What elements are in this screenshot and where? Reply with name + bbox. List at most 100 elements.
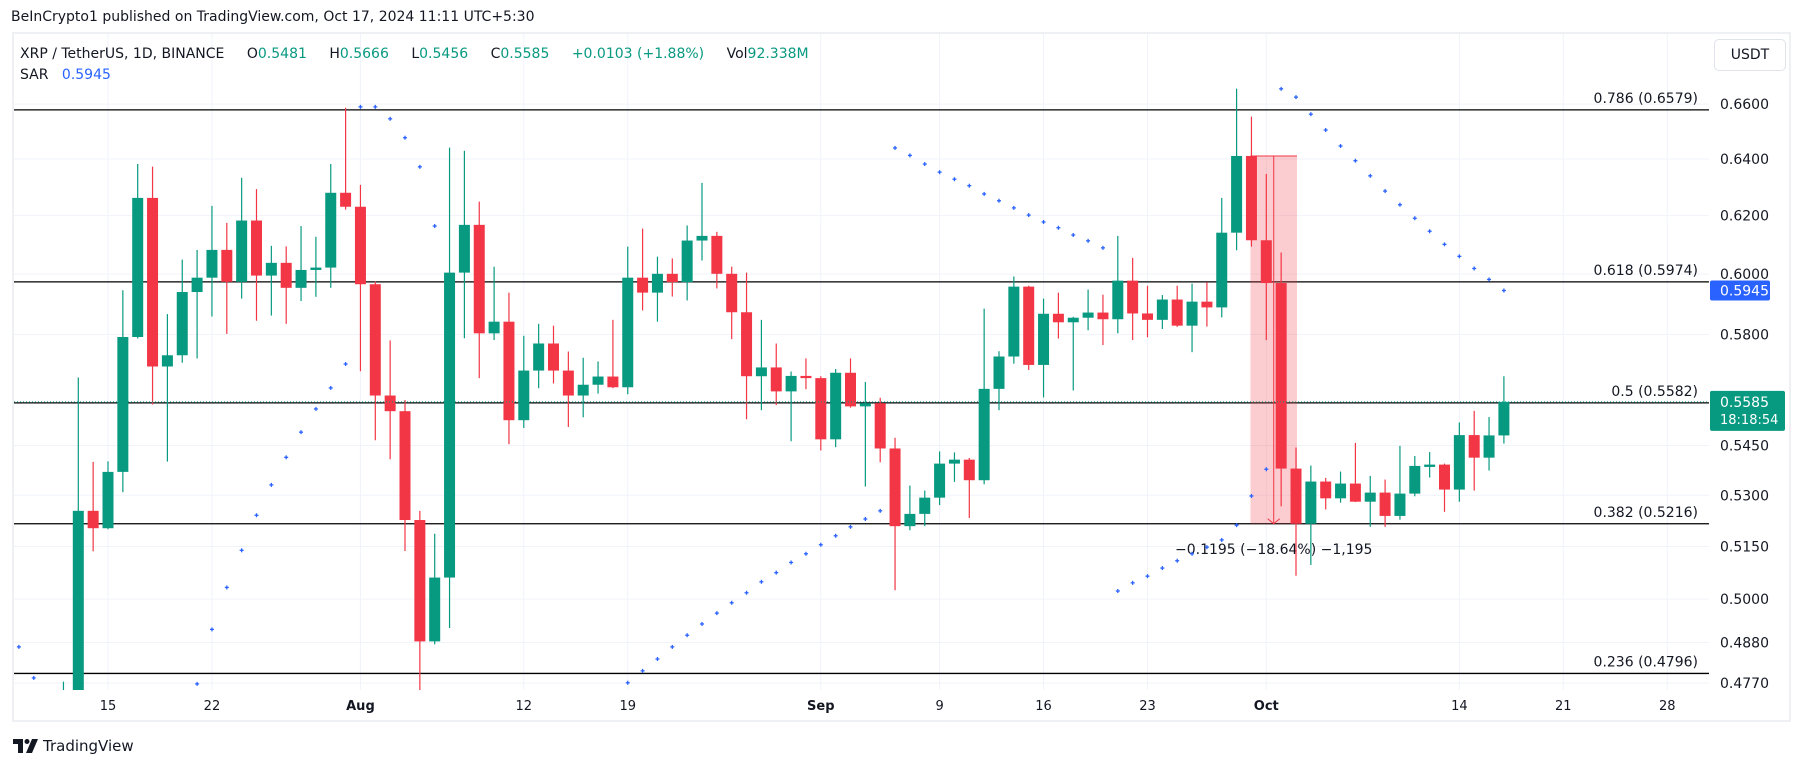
candle <box>1498 376 1510 444</box>
sar-point <box>833 533 838 538</box>
candle <box>934 451 946 506</box>
candle-body <box>815 378 827 440</box>
candle <box>147 166 159 405</box>
candle <box>1008 276 1020 364</box>
price-axis[interactable]: 0.6600 0.6400 0.6200 0.6000 0.5800 0.5450 0.53… <box>1720 97 1769 692</box>
candle-body <box>1156 299 1168 320</box>
candle-body <box>518 370 530 421</box>
tradingview-wordmark: TradingView <box>43 737 134 755</box>
sar-label[interactable]: SAR <box>20 67 49 83</box>
candle <box>117 290 129 493</box>
sar-point <box>640 668 645 673</box>
sar-point <box>195 681 200 686</box>
open-value: 0.5481 <box>257 46 307 62</box>
candle <box>1127 257 1139 341</box>
candle-body <box>1498 401 1510 436</box>
open-label: O <box>246 46 258 62</box>
low-label: L <box>411 46 420 62</box>
candle-body <box>904 513 916 527</box>
candle <box>1379 479 1391 527</box>
candle-body <box>681 240 693 283</box>
time-tick-label: 16 <box>1035 699 1052 714</box>
sar-point <box>922 162 927 167</box>
candle-body <box>429 577 441 642</box>
sar-point <box>1383 189 1388 194</box>
sar-point <box>1130 580 1135 585</box>
candle <box>785 371 797 442</box>
candle-body <box>1453 435 1465 490</box>
candle <box>577 357 589 418</box>
chart-legend: XRP / TetherUS, 1D, BINANCE O0.5481 H 0.5… <box>20 44 809 86</box>
tradingview-branding[interactable]: TradingView <box>13 737 134 755</box>
candle <box>384 340 396 460</box>
price-range-measure[interactable]: −0.1195 (−18.64%) −1,195 <box>1175 155 1372 558</box>
sar-point <box>700 621 704 626</box>
candle <box>1349 442 1361 503</box>
candle-body <box>1171 299 1183 326</box>
candle-body <box>637 277 649 293</box>
last-price-tag <box>1710 390 1785 431</box>
symbol-title[interactable]: XRP / TetherUS, 1D, BINANCE <box>20 46 225 62</box>
candle-body <box>874 403 886 449</box>
candle <box>399 399 411 551</box>
sar-point <box>1472 266 1477 271</box>
candle <box>1186 283 1198 353</box>
time-tick-label: 14 <box>1451 699 1468 714</box>
currency-button[interactable]: USDT <box>1714 39 1786 71</box>
candle <box>503 292 515 445</box>
sar-point <box>1442 242 1447 247</box>
candle <box>72 377 84 690</box>
candle-body <box>1067 317 1079 323</box>
candle <box>1394 445 1406 520</box>
candle-body <box>978 388 990 481</box>
time-tick-label: 28 <box>1659 699 1676 714</box>
sar-point <box>1204 545 1209 550</box>
low-value: 0.5456 <box>419 46 469 62</box>
candle-body <box>1097 312 1109 320</box>
candle-body <box>221 249 233 282</box>
sar-point <box>343 361 348 366</box>
fib-level-label: 0.618 (0.5974) <box>1594 263 1698 279</box>
candle-body <box>369 284 381 396</box>
candle <box>963 458 975 518</box>
fib-retracement[interactable]: 0.786 (0.6579) 0.618 (0.5974) 0.5 (0.5582)… <box>14 91 1709 675</box>
candle <box>518 335 530 428</box>
last-price-tag-label: 0.5585 <box>1720 395 1769 411</box>
candle-body <box>1112 280 1124 320</box>
candle-body <box>607 376 619 388</box>
candle-body <box>800 375 812 379</box>
candle <box>191 249 203 359</box>
sar-point <box>1264 467 1269 472</box>
candle <box>904 485 916 531</box>
candle <box>369 281 381 441</box>
high-label: H <box>329 46 340 62</box>
candle <box>488 266 500 341</box>
candle-body <box>1468 435 1480 458</box>
candle <box>176 259 188 363</box>
candle <box>592 361 604 394</box>
candle <box>414 510 426 690</box>
sar-point <box>239 548 244 553</box>
candle <box>265 245 277 316</box>
candle <box>993 351 1005 411</box>
sar-point <box>373 104 378 109</box>
candle <box>770 343 782 406</box>
candle <box>562 351 574 427</box>
time-axis[interactable]: 15 22 Aug 12 19 Sep 9 16 23 Oct 14 21 28 <box>100 699 1676 714</box>
candle <box>1112 235 1124 334</box>
candle-body <box>236 220 248 282</box>
sar-point <box>774 570 779 575</box>
candle-body <box>295 269 307 288</box>
sar-point <box>1412 216 1417 221</box>
candle-body <box>1023 286 1035 365</box>
sar-point <box>789 560 794 565</box>
candle-body <box>1052 313 1064 323</box>
candle-body <box>859 403 871 407</box>
candle <box>741 272 753 420</box>
candle <box>859 381 871 487</box>
price-tick-label: 0.6000 <box>1720 267 1769 283</box>
sar-point <box>1071 233 1076 238</box>
candle-body <box>280 262 292 288</box>
candle-body <box>711 235 723 274</box>
